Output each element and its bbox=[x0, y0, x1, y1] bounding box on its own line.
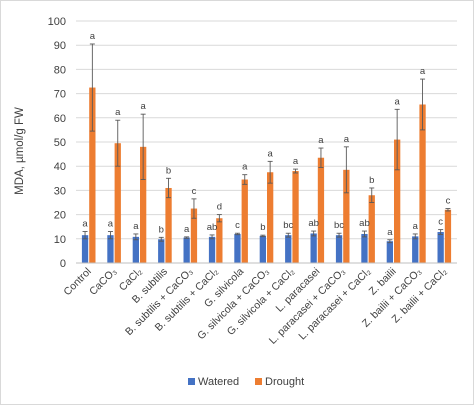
bar-drought bbox=[114, 143, 121, 263]
bar-watered bbox=[158, 239, 165, 263]
bar-watered bbox=[437, 232, 444, 263]
y-tick-label: 70 bbox=[54, 89, 66, 101]
bar-drought bbox=[89, 87, 96, 263]
bar-drought bbox=[444, 209, 452, 263]
bar-drought bbox=[394, 139, 401, 263]
bar-watered bbox=[285, 235, 292, 263]
error-bars bbox=[82, 43, 451, 244]
significance-letter: a bbox=[268, 148, 274, 159]
significance-letter: a bbox=[108, 219, 114, 230]
legend-label-drought: Drought bbox=[265, 376, 304, 388]
significance-letter: b bbox=[260, 222, 265, 233]
significance-letter: a bbox=[413, 221, 419, 232]
y-axis-label: MDA, µmol/g FW bbox=[14, 107, 26, 195]
significance-letter: a bbox=[395, 96, 401, 107]
y-tick-label: 10 bbox=[54, 234, 66, 246]
significance-letter: c bbox=[446, 196, 451, 207]
significance-letter: a bbox=[420, 66, 426, 77]
significance-letter: d bbox=[217, 202, 222, 213]
significance-letter: a bbox=[115, 107, 121, 118]
bar-watered bbox=[132, 236, 139, 263]
bar-drought bbox=[419, 104, 426, 264]
significance-letter: a bbox=[141, 101, 147, 112]
bar-watered bbox=[259, 235, 266, 263]
significance-letter: b bbox=[369, 175, 374, 186]
bars bbox=[81, 87, 452, 264]
bar-drought bbox=[317, 157, 325, 263]
y-tick-label: 0 bbox=[60, 258, 66, 270]
bar-watered bbox=[208, 236, 216, 263]
y-tick-label: 60 bbox=[54, 113, 66, 125]
bar-drought bbox=[241, 179, 248, 263]
bar-drought bbox=[368, 195, 375, 263]
bar-watered bbox=[234, 233, 241, 263]
legend-swatch-watered bbox=[188, 378, 195, 385]
significance-letter: ab bbox=[359, 218, 370, 229]
legend-swatch-drought bbox=[255, 378, 262, 385]
bar-drought bbox=[190, 208, 198, 263]
bar-drought bbox=[292, 171, 299, 263]
bar-watered bbox=[412, 236, 419, 263]
significance-letter: a bbox=[387, 227, 393, 238]
gridlines bbox=[76, 20, 457, 240]
y-tick-label: 20 bbox=[54, 210, 66, 222]
significance-letter: a bbox=[133, 221, 139, 232]
y-axis-ticks: 0 10 20 30 40 50 60 70 80 90 100 bbox=[48, 16, 66, 270]
significance-letter: a bbox=[318, 135, 324, 146]
significance-letter: c bbox=[235, 220, 240, 231]
legend: Watered Drought bbox=[188, 376, 304, 388]
bar-watered bbox=[310, 233, 317, 263]
y-tick-label: 90 bbox=[54, 40, 66, 52]
y-tick-label: 50 bbox=[54, 137, 66, 149]
significance-letter: bc bbox=[283, 220, 293, 231]
bar-watered bbox=[107, 235, 114, 263]
y-tick-label: 30 bbox=[54, 185, 66, 197]
bar-watered bbox=[386, 241, 393, 263]
significance-letter: b bbox=[166, 165, 171, 176]
significance-letter: ab bbox=[207, 222, 218, 233]
x-tick-label: Control bbox=[61, 266, 93, 298]
significance-letter: ab bbox=[308, 218, 319, 229]
significance-letter: a bbox=[82, 219, 88, 230]
bar-drought bbox=[343, 169, 350, 263]
significance-letter: a bbox=[344, 134, 350, 145]
bar-drought bbox=[165, 187, 172, 263]
bar-watered bbox=[361, 233, 368, 263]
significance-letter: bc bbox=[334, 220, 344, 231]
bar-drought bbox=[140, 146, 147, 263]
significance-letter: a bbox=[184, 224, 190, 235]
y-tick-label: 80 bbox=[54, 64, 66, 76]
y-tick-label: 100 bbox=[48, 16, 66, 28]
y-tick-label: 40 bbox=[54, 161, 66, 173]
significance-letter: a bbox=[242, 162, 248, 173]
legend-label-watered: Watered bbox=[198, 376, 239, 388]
bar-drought bbox=[216, 218, 223, 263]
significance-letter: a bbox=[293, 156, 299, 167]
bar-watered bbox=[335, 235, 343, 263]
significance-letter: a bbox=[90, 31, 96, 42]
x-tick-label: CaCO₃ bbox=[87, 266, 119, 298]
significance-letter: b bbox=[159, 224, 164, 235]
bar-watered bbox=[81, 235, 89, 263]
significance-letter: c bbox=[438, 217, 443, 228]
bar-watered bbox=[183, 237, 190, 263]
significance-letter: c bbox=[192, 186, 197, 197]
bar-drought bbox=[267, 172, 274, 263]
